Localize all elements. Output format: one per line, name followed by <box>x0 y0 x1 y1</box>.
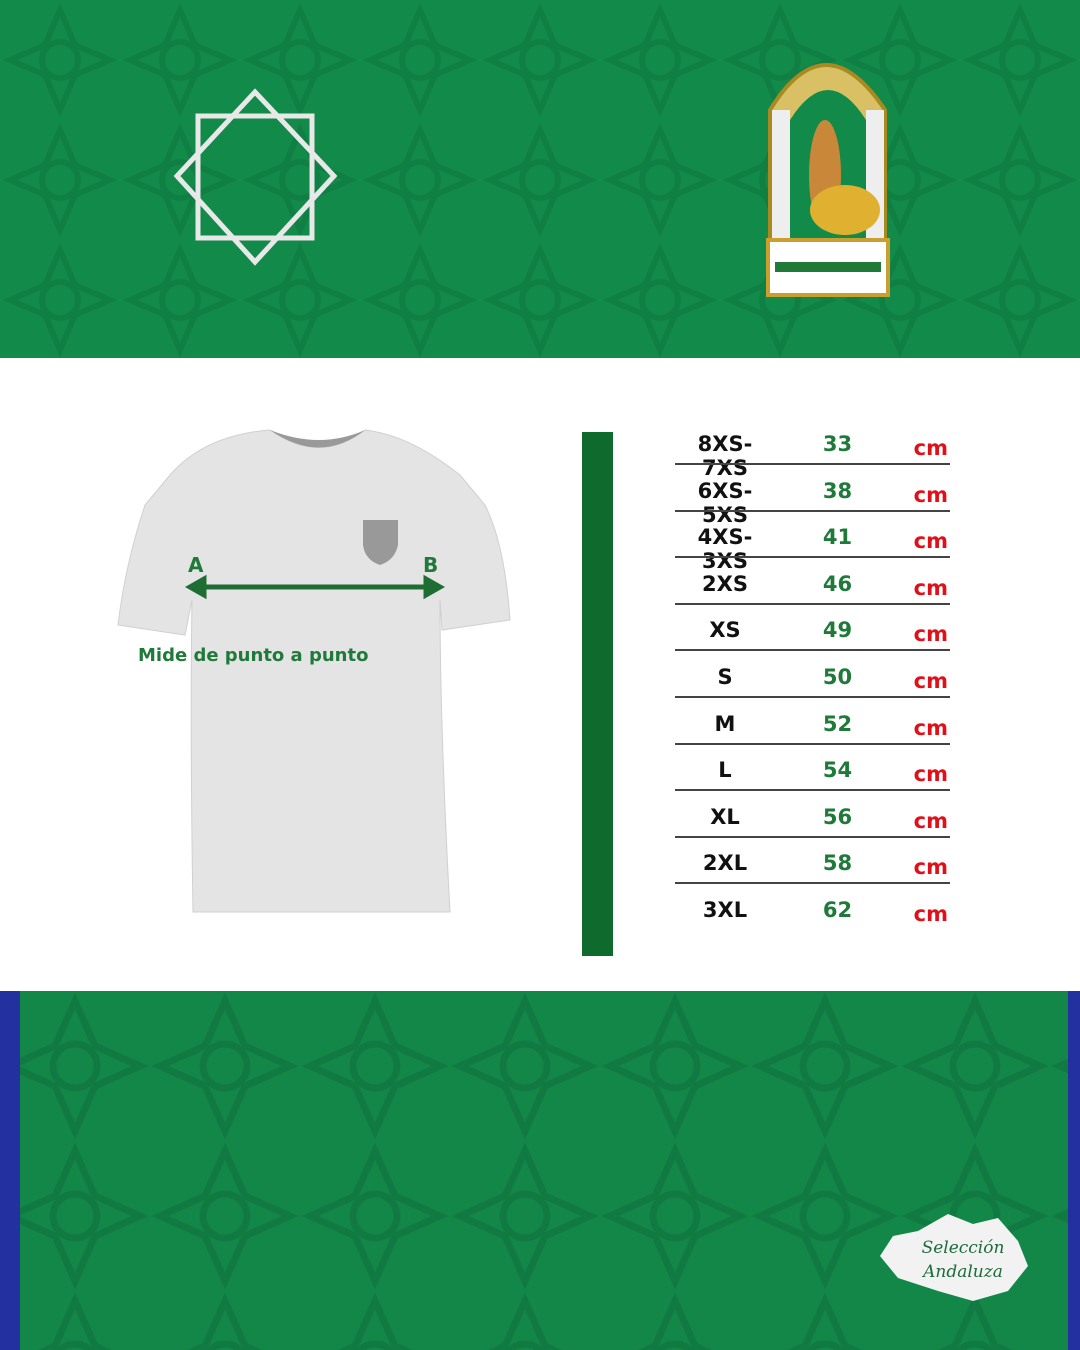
top-pattern-banner <box>0 0 1080 358</box>
table-row: L 54 cm <box>675 758 950 804</box>
unit-label: cm <box>913 855 948 880</box>
measure-value: 62 <box>822 898 853 922</box>
measure-value: 38 <box>822 478 853 503</box>
measure-value: 52 <box>822 711 853 736</box>
measure-value: 50 <box>822 665 853 689</box>
measure-value: 41 <box>822 525 853 550</box>
table-row: 4XS-3XS 41 cm <box>675 525 950 574</box>
point-a-label: A <box>188 553 204 577</box>
row-divider <box>675 835 950 838</box>
tshirt-diagram <box>117 429 511 913</box>
unit-label: cm <box>913 482 948 507</box>
unit-label: cm <box>913 575 948 600</box>
measure-caption: Mide de punto a punto <box>138 645 369 666</box>
measure-value: 58 <box>822 851 853 876</box>
measure-value: 56 <box>822 804 853 829</box>
left-edge <box>0 991 20 1350</box>
row-divider <box>675 742 950 745</box>
measure-value: 54 <box>822 758 853 783</box>
green-divider-bar <box>582 432 613 956</box>
size-label: 6XS-5XS <box>697 478 753 527</box>
unit-label: cm <box>913 902 948 926</box>
eight-point-star-icon <box>173 88 338 266</box>
unit-label: cm <box>913 808 948 833</box>
seleccion-andaluza-logo: Selección Andaluza <box>878 1206 1030 1306</box>
row-divider <box>675 649 950 652</box>
unit-label: cm <box>913 669 948 693</box>
size-label: S <box>717 665 733 689</box>
row-divider <box>675 602 950 605</box>
point-b-label: B <box>423 553 439 577</box>
crest-icon <box>363 520 398 565</box>
measure-value: 33 <box>822 432 853 456</box>
row-divider <box>675 696 950 698</box>
size-label: 3XL <box>702 898 748 922</box>
size-label: M <box>714 711 736 736</box>
size-label: 4XS-3XS <box>697 525 753 574</box>
size-label: 2XS <box>702 571 748 596</box>
size-label: XS <box>709 618 741 643</box>
row-divider <box>675 882 950 885</box>
table-row: 8XS-7XS 33 cm <box>675 432 950 480</box>
row-divider <box>675 789 950 792</box>
table-row: 2XS 46 cm <box>675 572 950 618</box>
table-row: 6XS-5XS 38 cm <box>675 478 950 527</box>
table-row: M 52 cm <box>675 712 950 758</box>
size-label: 2XL <box>702 851 748 876</box>
measure-value: 46 <box>822 571 853 596</box>
measure-value: 49 <box>822 618 853 643</box>
measure-arrow <box>184 574 446 600</box>
table-row: 2XL 58 cm <box>675 851 950 897</box>
row-divider <box>675 556 950 559</box>
table-row: S 50 cm <box>675 665 950 711</box>
size-label: XL <box>710 804 740 829</box>
unit-label: cm <box>913 762 948 787</box>
right-edge <box>1068 991 1080 1350</box>
geometric-pattern <box>0 0 1080 358</box>
unit-label: cm <box>913 715 948 740</box>
unit-label: cm <box>913 622 948 647</box>
unit-label: cm <box>913 436 948 460</box>
unit-label: cm <box>913 529 948 554</box>
table-row: XS 49 cm <box>675 618 950 664</box>
size-label: L <box>718 758 732 783</box>
table-row: 3XL 62 cm <box>675 898 950 944</box>
row-divider <box>675 509 950 512</box>
coat-of-arms-icon <box>766 63 890 297</box>
geometric-pattern <box>0 991 1080 1350</box>
row-divider <box>675 463 950 465</box>
bottom-pattern-banner <box>0 991 1080 1350</box>
table-row: XL 56 cm <box>675 805 950 851</box>
size-label: 8XS-7XS <box>697 432 753 480</box>
